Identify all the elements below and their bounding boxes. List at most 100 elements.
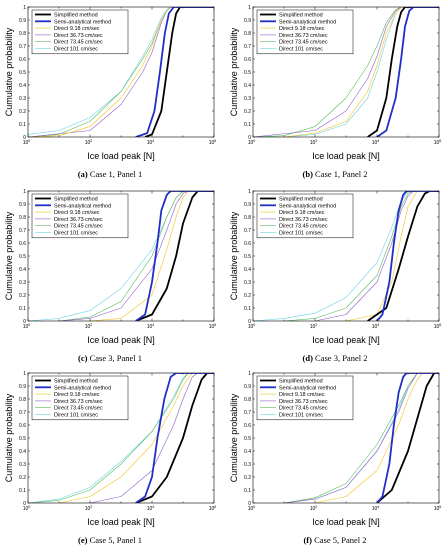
y-tick-label: 0.9 [244, 18, 251, 24]
x-tick-label: 106 [434, 139, 442, 146]
y-tick-label: 1 [248, 5, 251, 11]
y-tick-label: 1 [248, 189, 251, 195]
x-tick-label: 100 [23, 505, 31, 512]
series-line-semi [376, 191, 439, 321]
y-tick-label: 0.1 [19, 122, 26, 128]
x-axis-title: Ice load peak [N] [87, 151, 155, 161]
y-tick-label: 0.5 [244, 254, 251, 260]
y-tick-label: 0.8 [244, 31, 251, 37]
y-tick-label: 0.7 [19, 44, 26, 50]
chart-c: 0 0.1 0.2 0.3 0.4 0.5 0.6 0.7 0.8 0.9 1 100 102 104 10… [4, 189, 216, 345]
legend-label-simplified: Simplified method [279, 197, 323, 203]
legend-box [31, 375, 129, 421]
y-tick-label: 0.6 [19, 241, 26, 247]
series-group [253, 7, 439, 137]
x-tick-label: 106 [209, 505, 217, 512]
x-axis-title: Ice load peak [N] [312, 335, 380, 345]
x-tick-label: 104 [372, 139, 380, 146]
y-axis-title: Cumulative probability [229, 393, 239, 482]
y-tick-label: 0.4 [244, 267, 251, 273]
x-tick-label: 102 [310, 139, 318, 146]
caption-text: Case 5, Panel 1 [89, 535, 142, 545]
y-tick-label: 0.8 [244, 215, 251, 221]
series-line-d101 [253, 191, 439, 321]
caption-text: Case 1, Panel 2 [315, 169, 368, 179]
y-tick-label: 0.1 [244, 306, 251, 312]
y-tick-label: 0.3 [244, 96, 251, 102]
series-group [28, 191, 214, 321]
legend-label-d918: Direct 9.18 cm/sec [54, 210, 100, 216]
legend-label-d7345: Direct 73.45 cm/sec [54, 406, 103, 412]
series-line-d7345 [28, 373, 214, 503]
y-tick-label: 0.1 [19, 306, 26, 312]
y-tick-label: 0.1 [244, 488, 251, 494]
series-line-simplified [135, 373, 214, 503]
y-tick-label: 0.1 [244, 122, 251, 128]
chart-d: 0 0.1 0.2 0.3 0.4 0.5 0.6 0.7 0.8 0.9 1 100 102 104 10… [229, 189, 442, 345]
legend-label-d7345: Direct 73.45 cm/sec [279, 406, 328, 412]
series-line-semi [135, 191, 214, 321]
legend-label-d101: Direct 101 cm/sec [54, 47, 98, 53]
y-tick-label: 0 [23, 501, 26, 507]
y-axis-title: Cumulative probability [4, 27, 14, 116]
series-group [28, 7, 214, 137]
y-axis-title: Cumulative probability [229, 211, 239, 300]
chart-f: 0 0.1 0.2 0.3 0.4 0.5 0.6 0.7 0.8 0.9 1 100 102 104 10… [229, 371, 442, 527]
legend-label-d918: Direct 9.18 cm/sec [54, 392, 100, 398]
y-tick-label: 0.8 [19, 397, 26, 403]
series-line-d918 [58, 373, 214, 503]
y-tick-label: 0.2 [19, 293, 26, 299]
legend-label-d3673: Direct 36.73 cm/sec [279, 399, 328, 405]
legend-box [31, 9, 129, 55]
x-tick-label: 102 [85, 139, 93, 146]
x-tick-label: 102 [85, 505, 93, 512]
x-tick-label: 106 [209, 139, 217, 146]
series-line-simplified [367, 7, 439, 137]
legend-box [256, 193, 354, 239]
caption-letter: (a) [77, 169, 88, 179]
y-tick-label: 0.7 [19, 410, 26, 416]
x-tick-label: 106 [434, 505, 442, 512]
y-tick-label: 0.7 [19, 228, 26, 234]
y-tick-label: 0.2 [244, 109, 251, 115]
panel-case3-panel2: 0 0.1 0.2 0.3 0.4 0.5 0.6 0.7 0.8 0.9 1 100 102 104 10… [225, 184, 445, 366]
y-tick-label: 0.1 [19, 488, 26, 494]
x-tick-label: 104 [147, 139, 155, 146]
y-tick-label: 0.4 [244, 449, 251, 455]
legend-box [31, 193, 129, 239]
legend-label-d3673: Direct 36.73 cm/sec [54, 399, 103, 405]
x-axis-title: Ice load peak [N] [87, 335, 155, 345]
x-tick-label: 106 [434, 323, 442, 330]
series-group [28, 373, 214, 503]
x-tick-label: 102 [310, 323, 318, 330]
y-tick-label: 0.3 [19, 280, 26, 286]
y-tick-label: 0.9 [19, 18, 26, 24]
y-tick-label: 0.5 [244, 70, 251, 76]
series-line-d918 [28, 7, 214, 137]
series-line-simplified [144, 7, 214, 137]
legend-label-simplified: Simplified method [54, 197, 98, 203]
series-line-d918 [89, 191, 214, 321]
legend-label-d101: Direct 101 cm/sec [279, 47, 323, 53]
legend-label-d101: Direct 101 cm/sec [279, 231, 323, 237]
legend-label-d3673: Direct 36.73 cm/sec [279, 217, 328, 223]
panel-case3-panel1: 0 0.1 0.2 0.3 0.4 0.5 0.6 0.7 0.8 0.9 1 100 102 104 10… [0, 184, 220, 366]
y-tick-label: 1 [23, 5, 26, 11]
y-tick-label: 0.3 [19, 96, 26, 102]
series-line-d918 [314, 373, 439, 503]
legend-label-semi: Semi-analytical method [54, 19, 111, 25]
y-tick-label: 0.6 [244, 423, 251, 429]
y-tick-label: 0.3 [19, 462, 26, 468]
series-group [283, 373, 439, 503]
x-axis-title: Ice load peak [N] [312, 151, 380, 161]
caption-text: Case 3, Panel 2 [315, 353, 368, 363]
y-tick-label: 1 [248, 371, 251, 377]
series-group [253, 191, 439, 321]
y-tick-label: 0.9 [244, 384, 251, 390]
series-line-d3673 [283, 373, 439, 503]
y-tick-label: 1 [23, 371, 26, 377]
y-tick-label: 0.9 [19, 202, 26, 208]
y-tick-label: 0.2 [19, 475, 26, 481]
